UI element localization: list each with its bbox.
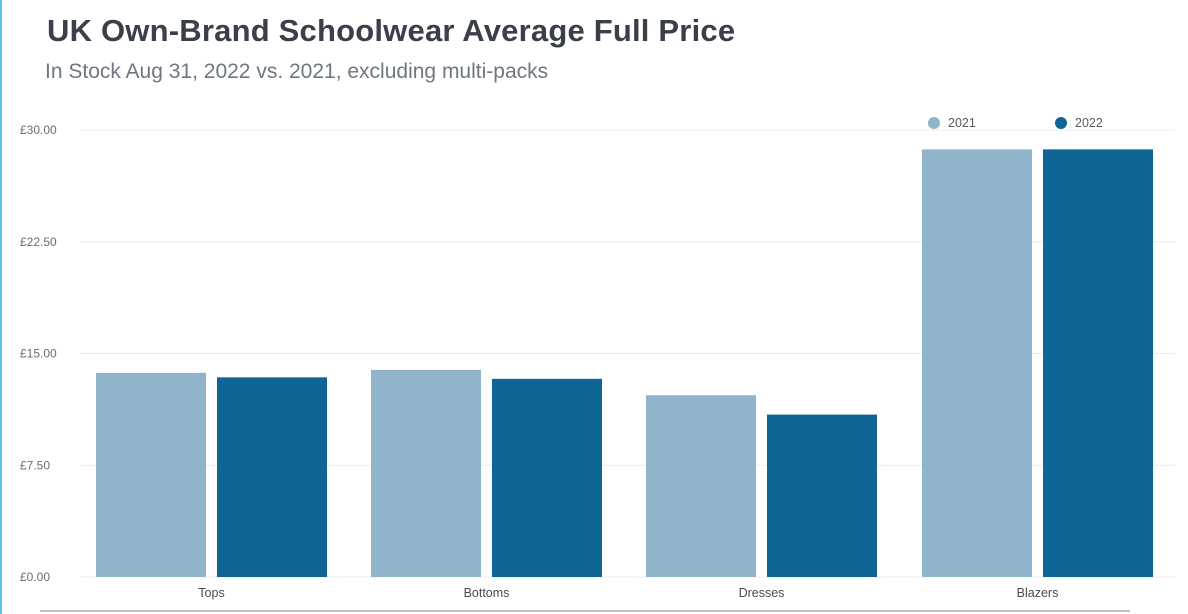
x-category-label: Blazers — [1017, 586, 1059, 600]
x-category-label: Dresses — [739, 586, 785, 600]
bar-bottoms-2021 — [371, 369, 481, 577]
y-tick-label: £7.50 — [20, 458, 50, 472]
x-category-label: Bottoms — [464, 586, 510, 600]
chart-subtitle: In Stock Aug 31, 2022 vs. 2021, excludin… — [45, 60, 549, 83]
bar-dresses-2022 — [767, 414, 877, 577]
chart-title: UK Own-Brand Schoolwear Average Full Pri… — [47, 13, 736, 48]
bar-tops-2022 — [217, 377, 327, 577]
x-category-label: Tops — [198, 586, 224, 600]
bar-dresses-2021 — [646, 395, 756, 577]
bar-blazers-2021 — [922, 149, 1032, 577]
legend-marker-2021 — [928, 117, 940, 129]
y-tick-label: £30.00 — [20, 123, 57, 137]
y-tick-label: £22.50 — [20, 235, 57, 249]
y-tick-label: £0.00 — [20, 570, 50, 584]
legend-marker-2022 — [1055, 117, 1067, 129]
bar-tops-2021 — [96, 372, 206, 577]
y-tick-label: £15.00 — [20, 347, 57, 361]
bar-bottoms-2022 — [492, 378, 602, 577]
left-accent-bar — [0, 0, 2, 614]
legend-label-2021: 2021 — [948, 116, 976, 130]
bar-blazers-2022 — [1043, 149, 1153, 577]
legend-label-2022: 2022 — [1075, 116, 1103, 130]
